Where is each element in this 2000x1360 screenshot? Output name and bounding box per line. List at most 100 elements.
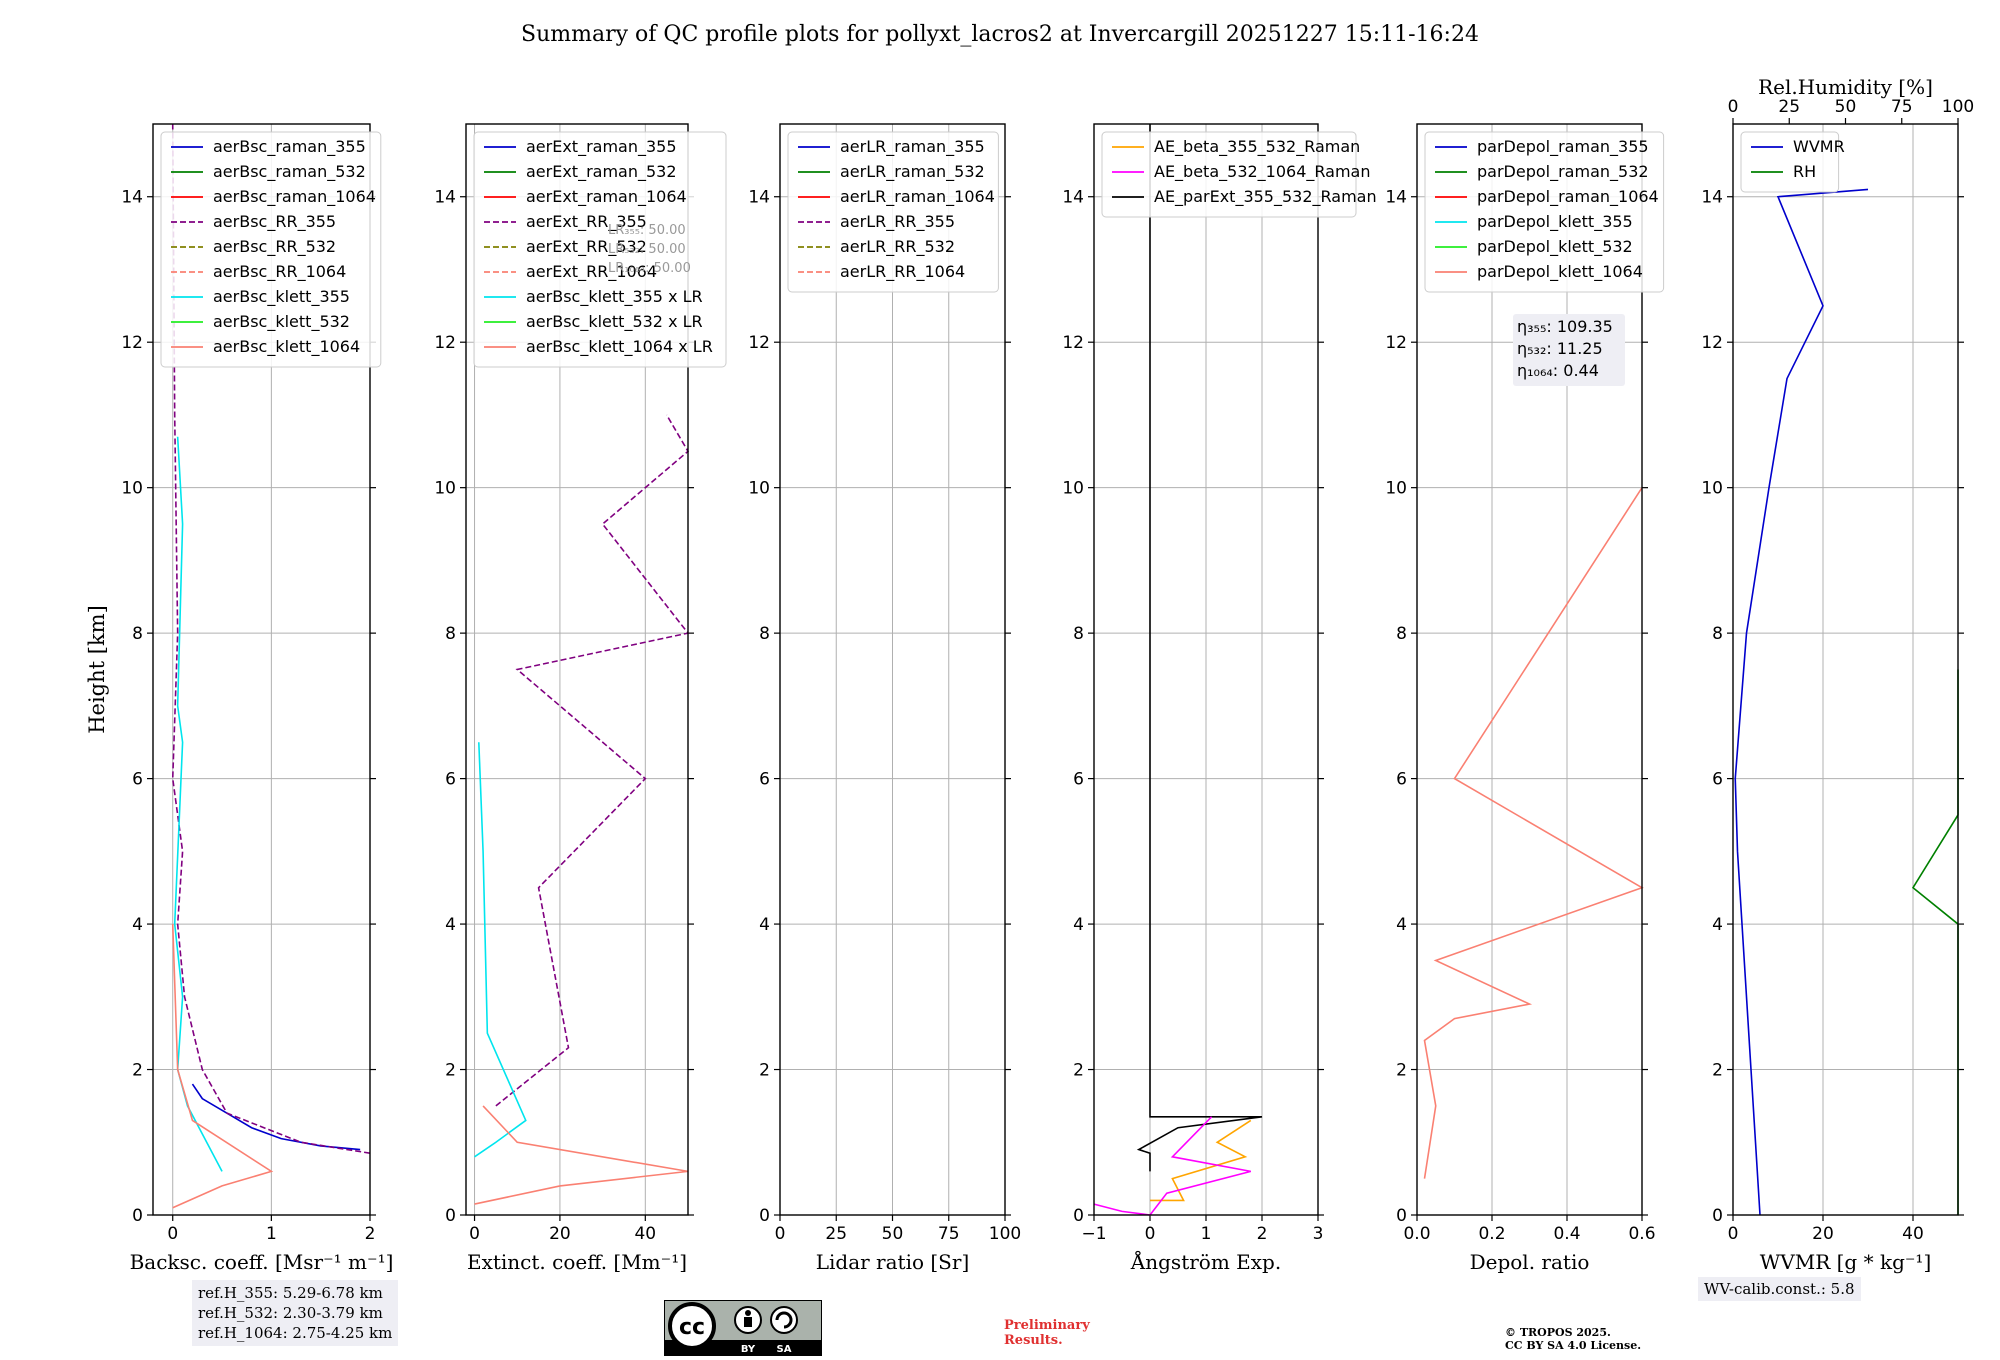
- x-tick-label: 20: [1812, 1224, 1834, 1244]
- legend-label: aerBsc_RR_532: [213, 237, 336, 257]
- ref-height-355: ref.H_355: 5.29-6.78 km: [198, 1284, 383, 1302]
- x-tick-label: 0: [1145, 1224, 1156, 1244]
- y-tick-label: 10: [434, 479, 456, 499]
- y-tick-label: 0: [1396, 1206, 1407, 1226]
- panel-depol: 0 2 4 6 8 10 12 14 0.0 0.2 0.4 0.6 Depol. ratio parDe…: [1385, 123, 1665, 1274]
- series-line-RH: [1911, 669, 1959, 1215]
- legend: AE_beta_355_532_Raman AE_beta_532_1064_Ra…: [1101, 131, 1377, 218]
- x-tick-label: 40: [634, 1224, 656, 1244]
- annotation-line: LR₃₅₅: 50.00: [608, 223, 686, 238]
- y-tick-label: 2: [759, 1061, 770, 1081]
- y-tick-label: 14: [1062, 188, 1084, 208]
- x-tick-label: 0.6: [1628, 1224, 1655, 1244]
- annotation-line: η₃₅₅: 109.35: [1517, 317, 1613, 336]
- copyright-line-1: © TROPOS 2025.: [1505, 1326, 1611, 1339]
- series-line-AE_beta_355_532_Raman: [1150, 1119, 1252, 1202]
- legend-label: aerExt_RR_355: [526, 212, 647, 232]
- axes-frame: [779, 123, 1006, 1216]
- series-line-parDepol_klett_1064: [1423, 487, 1644, 1179]
- series-line-aerExt_RR_355: [495, 414, 690, 1107]
- preliminary-line-1: Preliminary: [1004, 1318, 1090, 1333]
- y-tick-label: 6: [132, 770, 143, 790]
- top-x-tick-label: 100: [1942, 97, 1974, 117]
- x-axis-label: Extinct. coeff. [Mm⁻¹]: [467, 1250, 687, 1274]
- y-tick-label: 14: [434, 188, 456, 208]
- legend-label: aerBsc_RR_1064: [213, 262, 346, 282]
- preliminary-note: Preliminary Results.: [1004, 1318, 1090, 1348]
- y-tick-label: 4: [132, 915, 143, 935]
- x-tick-label: 0.0: [1403, 1224, 1430, 1244]
- y-tick-label: 12: [434, 333, 456, 353]
- panel-ext: 0 2 4 6 8 10 12 14 0 20 40 Extinct. coeff. [Mm⁻¹] ae…: [434, 123, 727, 1274]
- y-tick-label: 0: [445, 1206, 456, 1226]
- legend: parDepol_raman_355 parDepol_raman_532 parD…: [1424, 131, 1665, 293]
- legend-label: AE_beta_532_1064_Raman: [1154, 162, 1371, 182]
- panel-wv: 0 2 4 6 8 10 12 14 0 20 40 WVMR [g * kg⁻¹] 0 25 50 75 10…: [1701, 75, 1974, 1274]
- y-tick-label: 6: [445, 770, 456, 790]
- annotation-line: LR₅₃₂: 50.00: [608, 242, 686, 257]
- series-line-WVMR: [1734, 188, 1869, 1216]
- legend-label: aerBsc_raman_532: [213, 162, 366, 182]
- annotation-line: LR₁₀₆₄: 50.00: [608, 261, 691, 276]
- y-tick-label: 4: [1073, 915, 1084, 935]
- y-tick-label: 8: [132, 624, 143, 644]
- y-tick-label: 14: [1385, 188, 1407, 208]
- y-tick-label: 6: [1396, 770, 1407, 790]
- legend: aerBsc_raman_355 aerBsc_raman_532 aerBsc_r…: [160, 131, 382, 368]
- axes-frame: [1732, 123, 1959, 1216]
- legend-box: [473, 131, 727, 368]
- legend-box: [1424, 131, 1665, 293]
- legend-label: aerBsc_klett_1064: [213, 337, 360, 357]
- legend: aerExt_raman_355 aerExt_raman_532 aerExt_r…: [473, 131, 727, 368]
- x-tick-label: 0: [167, 1224, 178, 1244]
- y-tick-label: 14: [1701, 188, 1723, 208]
- legend-label: parDepol_klett_532: [1477, 237, 1633, 257]
- y-tick-label: 8: [445, 624, 456, 644]
- axes-frame: [465, 123, 689, 1216]
- x-tick-label: 100: [989, 1224, 1021, 1244]
- series-line-AE_parExt_355_532_Raman: [1136, 124, 1263, 1172]
- legend-label: aerExt_raman_1064: [526, 187, 687, 207]
- y-tick-label: 10: [1385, 479, 1407, 499]
- y-tick-label: 4: [1712, 915, 1723, 935]
- y-tick-label: 0: [1073, 1206, 1084, 1226]
- cc-sa-text: SA: [777, 1344, 792, 1355]
- legend-label: aerBsc_klett_355: [213, 287, 350, 307]
- annotation-line: η₁₀₆₄: 0.44: [1517, 361, 1599, 380]
- legend-label: aerExt_raman_532: [526, 162, 677, 182]
- y-tick-label: 12: [121, 333, 143, 353]
- x-axis-label: Lidar ratio [Sr]: [816, 1250, 970, 1274]
- legend-label: aerLR_raman_1064: [840, 187, 995, 207]
- lr-annotation: LR₃₅₅: 50.00 LR₅₃₂: 50.00 LR₁₀₆₄: 50.00: [608, 223, 691, 276]
- y-tick-label: 14: [748, 188, 770, 208]
- x-tick-label: 0: [1728, 1224, 1739, 1244]
- legend-label: parDepol_raman_1064: [1477, 187, 1659, 207]
- legend-label: aerLR_RR_1064: [840, 262, 965, 282]
- x-tick-label: 50: [882, 1224, 904, 1244]
- x-tick-label: 25: [825, 1224, 847, 1244]
- x-tick-label: 75: [938, 1224, 960, 1244]
- series-line-aerBsc_klett_1064 x LR: [474, 1105, 689, 1205]
- legend-label: aerLR_raman_355: [840, 137, 985, 157]
- reference-heights-box: ref.H_355: 5.29-6.78 km ref.H_532: 2.30-…: [192, 1280, 399, 1346]
- legend-box: [1101, 131, 1357, 218]
- axes-frame: [1093, 123, 1319, 1216]
- legend-label: WVMR: [1793, 137, 1845, 156]
- series-line-aerBsc_klett_355 x LR: [474, 742, 527, 1158]
- y-tick-label: 4: [1396, 915, 1407, 935]
- legend-label: AE_parExt_355_532_Raman: [1154, 187, 1377, 207]
- y-tick-label: 2: [1712, 1061, 1723, 1081]
- x-tick-label: 3: [1313, 1224, 1324, 1244]
- series-line-AE_beta_532_1064_Raman: [1093, 1116, 1252, 1216]
- y-axis-label: Height [km]: [85, 605, 109, 734]
- x-tick-label: 2: [365, 1224, 376, 1244]
- axes-frame: [152, 123, 371, 1216]
- x-tick-label: 0: [469, 1224, 480, 1244]
- legend: WVMR RH: [1740, 131, 1845, 193]
- legend-label: aerLR_raman_532: [840, 162, 985, 182]
- series-line-aerBsc_klett_1064: [171, 924, 274, 1209]
- y-tick-label: 12: [1385, 333, 1407, 353]
- y-tick-label: 10: [748, 479, 770, 499]
